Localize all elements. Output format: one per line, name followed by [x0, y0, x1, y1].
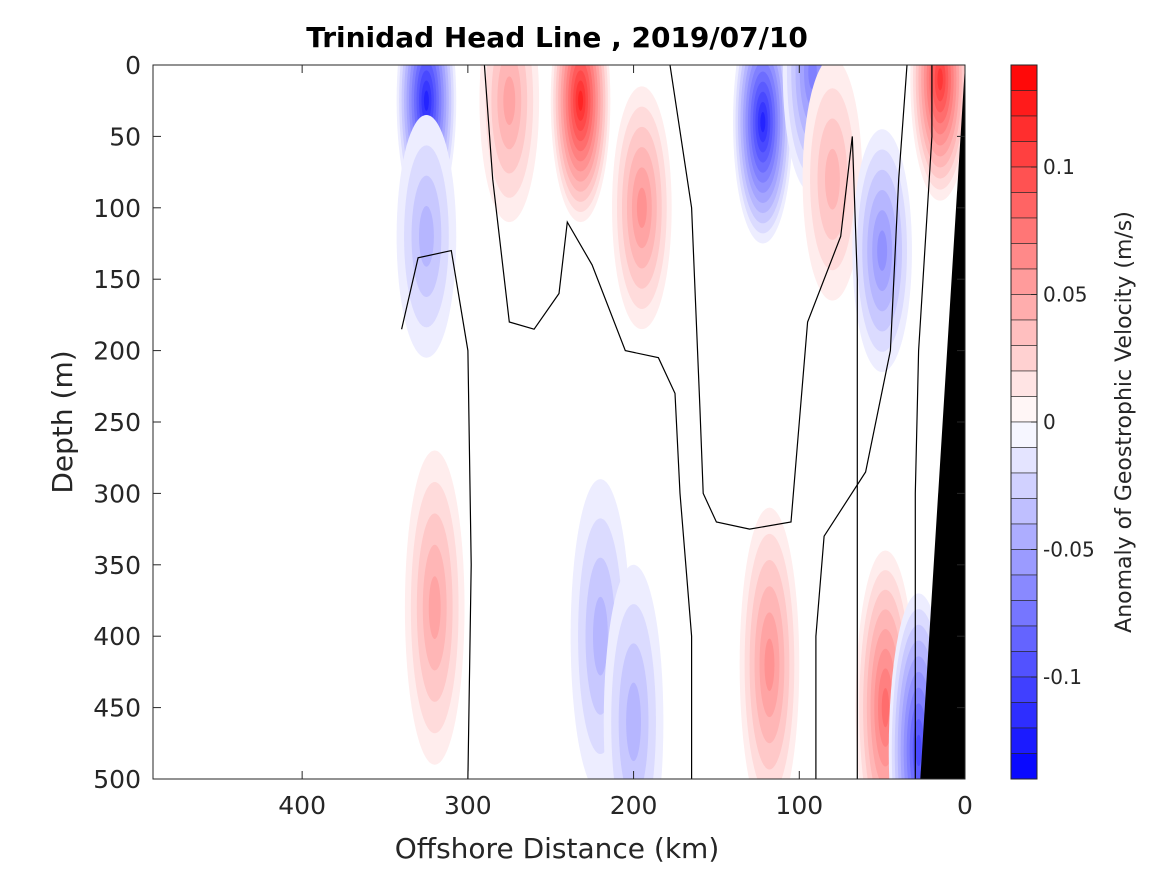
velocity-core-8 — [802, 65, 863, 301]
colorbar-swatch — [1010, 319, 1038, 346]
velocity-core-3 — [479, 65, 540, 223]
x-tick-label: 300 — [444, 791, 492, 820]
colorbar-swatch — [1010, 523, 1038, 550]
zero-contour-3 — [669, 65, 858, 779]
contour-band — [915, 734, 922, 767]
contour-band — [937, 68, 943, 91]
zero-contours — [401, 65, 933, 779]
velocity-core-14 — [739, 507, 800, 779]
contour-band — [592, 596, 608, 676]
x-tick-label: 200 — [610, 791, 658, 820]
zero-contour-5 — [914, 65, 933, 779]
colorbar-tick-label: -0.05 — [1043, 538, 1095, 562]
velocity-core-4 — [550, 65, 611, 223]
contour-band — [877, 230, 888, 271]
x-tick-label: 0 — [957, 791, 973, 820]
colorbar-swatch — [1010, 370, 1038, 397]
chart-title: Trinidad Head Line , 2019/07/10 — [306, 21, 808, 54]
contour-band — [824, 148, 840, 210]
zero-contour-4 — [815, 65, 908, 779]
contour-band — [626, 682, 642, 762]
colorbar-swatch — [1010, 345, 1038, 372]
y-tick-label: 0 — [125, 51, 141, 80]
contour-band — [881, 687, 890, 728]
velocity-core-6 — [733, 65, 793, 244]
plot-area: 400 300 200 100 0 0 50 100 150 200 250 300 350 400 45… — [93, 51, 973, 820]
colorbar-swatch — [1010, 166, 1038, 193]
velocity-core-2 — [396, 114, 457, 358]
zero-contour-2 — [483, 65, 693, 779]
x-axis: 400 300 200 100 0 — [278, 65, 973, 820]
colorbar-tick-label: 0 — [1043, 410, 1056, 434]
y-tick-label: 500 — [93, 765, 141, 794]
colorbar-swatch — [1010, 268, 1038, 295]
x-tick-label: 100 — [775, 791, 823, 820]
colorbar-tick-label: 0.1 — [1043, 155, 1075, 179]
colorbar-tick-label: -0.1 — [1043, 665, 1082, 689]
colorbar-swatch — [1010, 676, 1038, 703]
contour-band — [764, 638, 775, 691]
colorbar-swatch — [1010, 141, 1038, 168]
contour-band — [423, 90, 429, 111]
zero-contour-1 — [401, 249, 472, 779]
contour-band — [428, 576, 441, 640]
colorbar-swatch — [1010, 192, 1038, 219]
colorbar-swatch — [1010, 217, 1038, 244]
velocity-core-11 — [404, 450, 465, 765]
y-tick-label: 300 — [93, 479, 141, 508]
y-tick-label: 150 — [93, 265, 141, 294]
colorbar-swatch — [1010, 549, 1038, 576]
velocity-core-13 — [603, 564, 664, 779]
colorbar-swatch — [1010, 498, 1038, 525]
colorbar-swatch — [1010, 64, 1038, 91]
colorbar-swatch — [1010, 753, 1038, 780]
velocity-field — [396, 65, 965, 779]
y-tick-label: 400 — [93, 622, 141, 651]
contour-band — [636, 187, 647, 229]
velocity-core-5 — [612, 86, 672, 330]
colorbar-ticks: 0.1 0.05 0 -0.05 -0.1 — [1031, 155, 1095, 689]
colorbar-title: Anomaly of Geostrophic Velocity (m/s) — [1112, 211, 1137, 633]
y-axis: 0 50 100 150 200 250 300 350 400 450 500 — [93, 51, 965, 794]
y-tick-label: 450 — [93, 694, 141, 723]
y-tick-label: 100 — [93, 194, 141, 223]
colorbar-swatch — [1010, 727, 1038, 754]
y-tick-label: 250 — [93, 408, 141, 437]
colorbar-swatch — [1010, 447, 1038, 474]
colorbar-swatch — [1010, 472, 1038, 499]
colorbar-swatch — [1010, 421, 1038, 448]
colorbar-swatch — [1010, 651, 1038, 678]
y-tick-label: 350 — [93, 551, 141, 580]
colorbar-swatch — [1010, 702, 1038, 729]
y-axis-title: Depth (m) — [46, 350, 79, 493]
colorbar: 0.1 0.05 0 -0.05 -0.1 — [1010, 64, 1095, 780]
contour-band — [760, 112, 766, 133]
bathymetry — [920, 65, 965, 779]
y-tick-label: 200 — [93, 337, 141, 366]
colorbar-swatch — [1010, 574, 1038, 601]
y-tick-label: 50 — [109, 122, 141, 151]
colorbar-swatch — [1010, 115, 1038, 142]
colorbar-swatch — [1010, 243, 1038, 270]
colorbar-swatch — [1010, 625, 1038, 652]
colorbar-swatches — [1010, 64, 1038, 780]
velocity-core-10 — [910, 65, 965, 201]
contour-band — [503, 76, 516, 125]
bathymetry-layer — [920, 65, 965, 779]
colorbar-swatch — [1010, 294, 1038, 321]
colorbar-swatch — [1010, 396, 1038, 423]
x-tick-label: 400 — [278, 791, 326, 820]
colorbar-swatch — [1010, 90, 1038, 117]
velocity-core-9 — [852, 129, 912, 373]
contour-band — [578, 90, 584, 111]
colorbar-swatch — [1010, 600, 1038, 627]
colorbar-tick-label: 0.05 — [1043, 283, 1088, 307]
contour-band — [418, 206, 434, 267]
x-axis-title: Offshore Distance (km) — [395, 832, 720, 865]
